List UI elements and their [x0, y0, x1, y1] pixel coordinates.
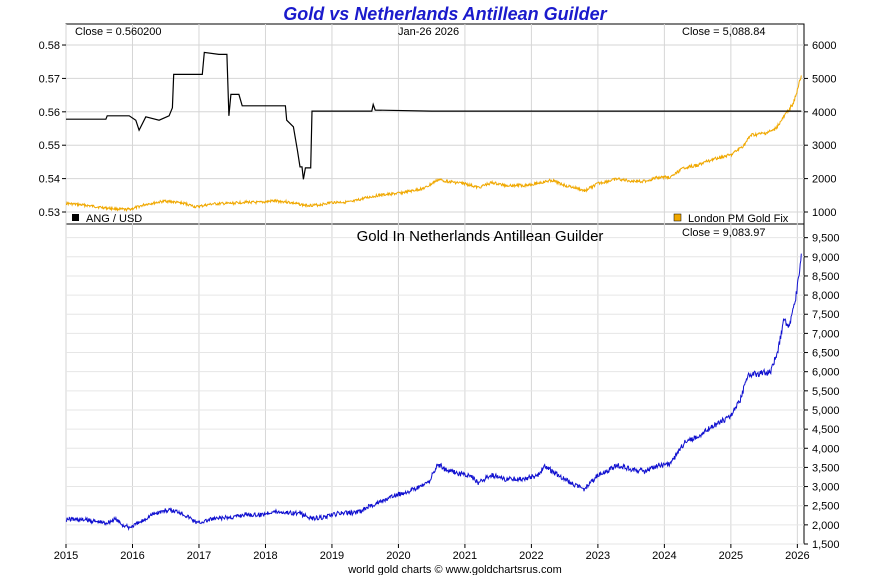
legend-gold-label: London PM Gold Fix [688, 213, 789, 225]
y-bottom-tick-label: 4,500 [812, 424, 840, 436]
x-tick-label: 2023 [586, 550, 610, 562]
tick-layer: 2015 2016 2017 2018 2019 2020 2021 2022 2023 2024… [39, 40, 840, 562]
y-bottom-tick-label: 6,000 [812, 367, 840, 379]
y-bottom-tick-label: 4,000 [812, 443, 840, 455]
x-tick-label: 2015 [54, 550, 78, 562]
x-tick-label: 2017 [187, 550, 211, 562]
legend-gold-swatch [673, 213, 682, 222]
grid-layer [65, 24, 804, 545]
y-right-tick-label: 1000 [812, 207, 836, 219]
legend-ang-usd-label: ANG / USD [86, 213, 142, 225]
x-tick-label: 2024 [652, 550, 676, 562]
credit-text: world gold charts © www.goldchartsrus.co… [347, 564, 562, 575]
y-bottom-tick-label: 3,000 [812, 482, 840, 494]
y-bottom-tick-label: 5,000 [812, 405, 840, 417]
y-bottom-tick-label: 9,000 [812, 252, 840, 264]
y-right-tick-label: 3000 [812, 140, 836, 152]
y-left-tick-label: 0.57 [39, 73, 60, 85]
y-left-tick-label: 0.53 [39, 207, 60, 219]
y-right-tick-label: 5000 [812, 73, 836, 85]
series-layer [65, 51, 802, 531]
x-tick-label: 2018 [253, 550, 277, 562]
y-left-tick-label: 0.54 [39, 174, 60, 186]
x-tick-label: 2022 [519, 550, 543, 562]
top-date: Jan-26 2026 [398, 26, 459, 38]
series-gold-usd-line [65, 75, 802, 213]
top-close-left: Close = 0.560200 [75, 26, 162, 38]
y-bottom-tick-label: 6,500 [812, 348, 840, 360]
y-right-tick-label: 6000 [812, 40, 836, 52]
y-right-tick-label: 2000 [812, 174, 836, 186]
y-bottom-tick-label: 8,500 [812, 271, 840, 283]
bottom-panel-frame [65, 223, 805, 545]
y-right-tick-label: 4000 [812, 107, 836, 119]
legend-ang-usd-swatch [72, 214, 79, 221]
y-bottom-tick-label: 9,500 [812, 233, 840, 245]
chart-title: Gold vs Netherlands Antillean Guilder [283, 4, 607, 24]
top-panel-frame [65, 23, 805, 225]
x-tick-label: 2016 [120, 550, 144, 562]
y-bottom-tick-label: 1,500 [812, 539, 840, 551]
y-bottom-tick-label: 3,500 [812, 462, 840, 474]
y-bottom-tick-label: 5,500 [812, 386, 840, 398]
y-left-tick-label: 0.55 [39, 140, 60, 152]
series-gold-ang-line [65, 253, 802, 531]
y-bottom-tick-label: 7,500 [812, 309, 840, 321]
bottom-panel-title: Gold In Netherlands Antillean Guilder [357, 228, 604, 245]
y-bottom-tick-label: 8,000 [812, 290, 840, 302]
y-left-tick-label: 0.58 [39, 40, 60, 52]
x-tick-label: 2019 [320, 550, 344, 562]
x-tick-label: 2020 [386, 550, 410, 562]
y-bottom-tick-label: 2,000 [812, 520, 840, 532]
bottom-close-right: Close = 9,083.97 [682, 227, 765, 239]
top-close-right: Close = 5,088.84 [682, 26, 765, 38]
x-tick-label: 2025 [719, 550, 743, 562]
series-ang-usd-line [66, 51, 802, 180]
x-tick-label: 2021 [453, 550, 477, 562]
y-bottom-tick-label: 7,000 [812, 328, 840, 340]
y-bottom-tick-label: 2,500 [812, 501, 840, 513]
y-left-tick-label: 0.56 [39, 107, 60, 119]
x-tick-label: 2026 [785, 550, 809, 562]
